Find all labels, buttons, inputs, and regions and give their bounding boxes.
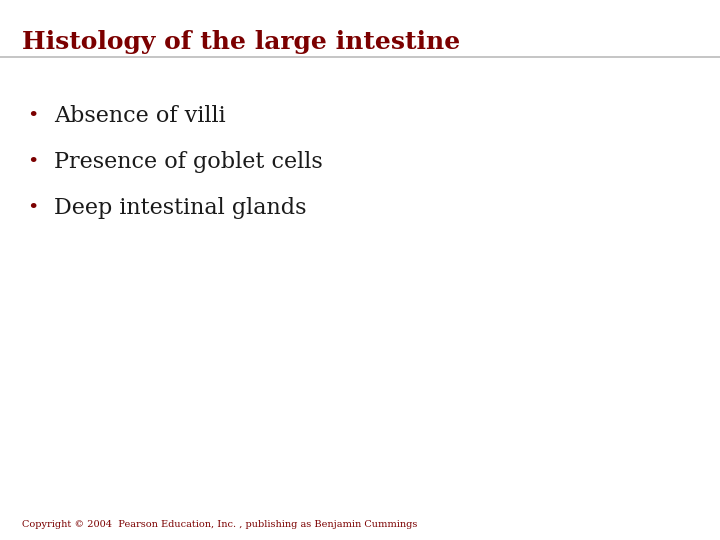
Text: •: •: [27, 153, 38, 171]
Text: Absence of villi: Absence of villi: [54, 105, 225, 127]
Text: •: •: [27, 199, 38, 217]
Text: Presence of goblet cells: Presence of goblet cells: [54, 151, 323, 173]
Text: Copyright © 2004  Pearson Education, Inc. , publishing as Benjamin Cummings: Copyright © 2004 Pearson Education, Inc.…: [22, 520, 417, 529]
Text: •: •: [27, 107, 38, 125]
Text: Histology of the large intestine: Histology of the large intestine: [22, 30, 460, 53]
Text: Deep intestinal glands: Deep intestinal glands: [54, 197, 307, 219]
